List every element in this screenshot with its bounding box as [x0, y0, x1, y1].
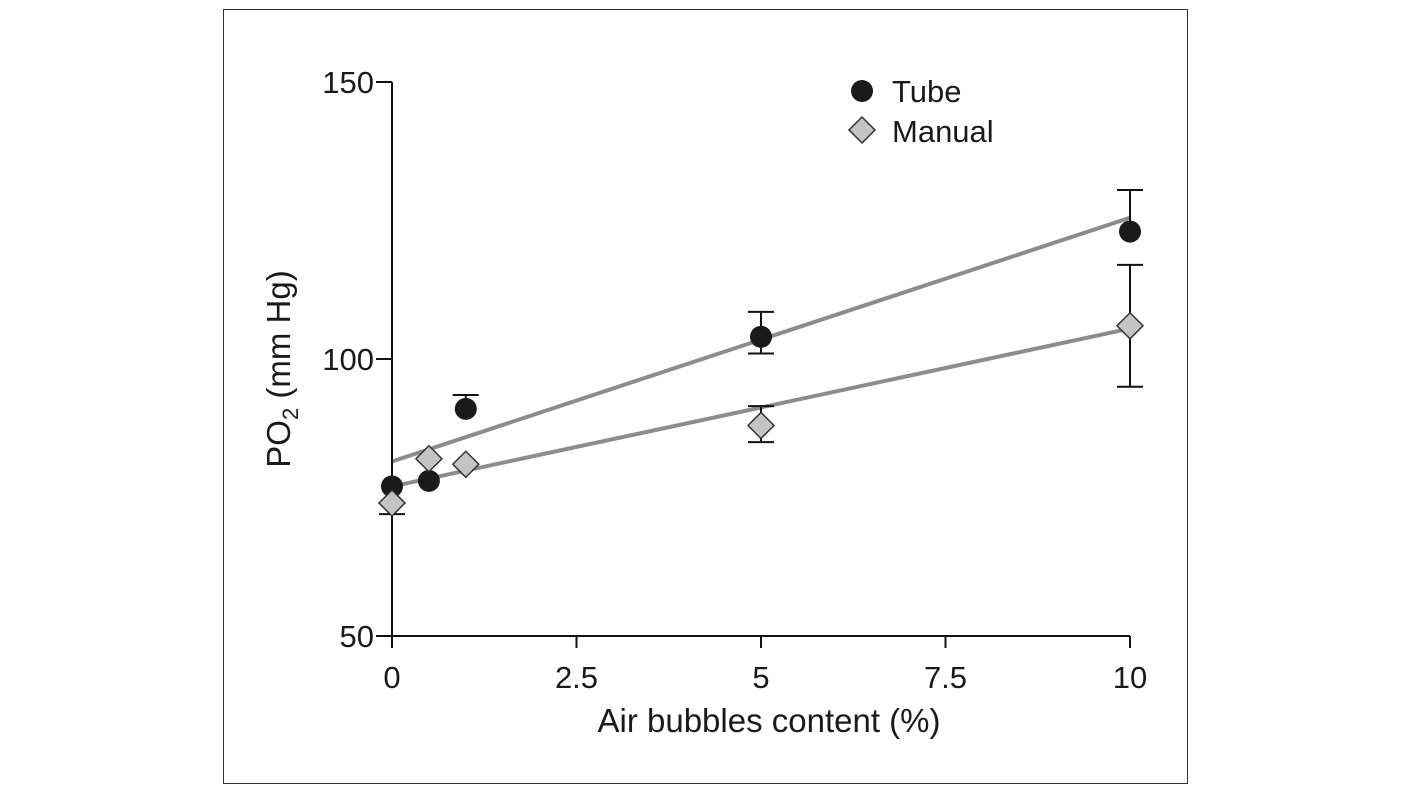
y-axis-title-main: PO: [260, 420, 297, 468]
y-axis-title-units: (mm Hg): [260, 270, 297, 407]
legend-label-manual: Manual: [892, 114, 994, 149]
data-point-tube: [381, 475, 403, 498]
legend: Tube Manual: [847, 74, 994, 149]
data-point-manual: [1115, 311, 1145, 340]
ticks: 0 2.5 5 7.5 10 50 100 150: [322, 65, 1147, 695]
legend-marker-manual: [847, 115, 877, 145]
data-points: [377, 220, 1145, 518]
y-tick-label: 50: [340, 619, 374, 654]
y-tick-label: 100: [322, 342, 374, 377]
x-tick-label: 2.5: [555, 660, 598, 695]
y-tick-label: 150: [322, 65, 374, 100]
x-tick-label: 5: [752, 660, 769, 695]
x-tick-label: 7.5: [924, 660, 967, 695]
x-tick-label: 10: [1113, 660, 1147, 695]
x-tick-label: 0: [383, 660, 400, 695]
data-point-tube: [1119, 220, 1141, 243]
y-axis-title: PO2 (mm Hg): [260, 270, 303, 467]
data-point-manual: [746, 411, 776, 440]
y-axis-title-subscript: 2: [278, 408, 303, 420]
data-point-manual: [414, 444, 443, 473]
data-point-manual: [451, 450, 480, 479]
data-point-manual: [377, 488, 407, 518]
data-point-tube: [750, 325, 772, 348]
axes: [391, 82, 1130, 637]
x-axis-title: Air bubbles content (%): [597, 702, 940, 739]
legend-marker-tube: [851, 80, 873, 102]
figure-frame: [223, 9, 1188, 784]
data-point-tube: [454, 397, 477, 420]
legend-label-tube: Tube: [892, 74, 962, 109]
data-point-tube: [417, 469, 440, 492]
